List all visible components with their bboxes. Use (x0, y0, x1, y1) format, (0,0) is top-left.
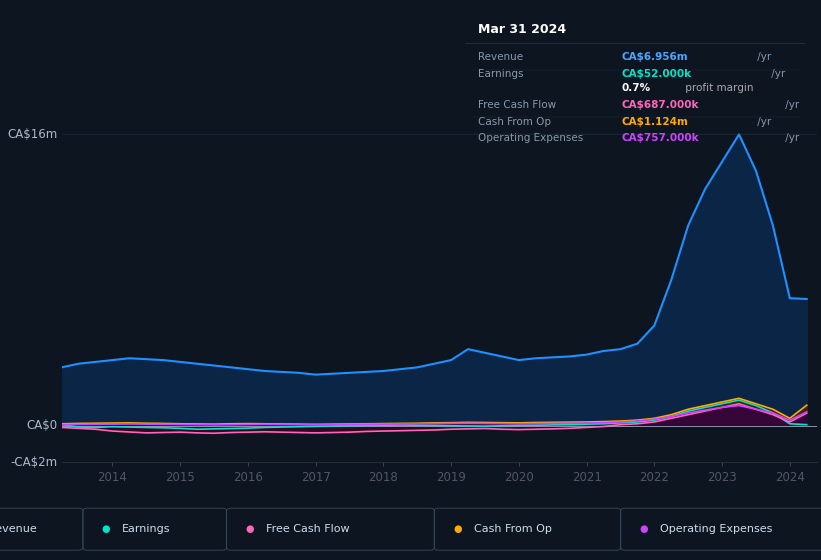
Text: Earnings: Earnings (122, 524, 171, 534)
Text: CA$687.000k: CA$687.000k (621, 100, 699, 110)
Text: CA$6.956m: CA$6.956m (621, 52, 688, 62)
Text: /yr: /yr (768, 69, 785, 79)
Text: CA$1.124m: CA$1.124m (621, 116, 688, 127)
Text: ●: ● (102, 524, 110, 534)
Text: ●: ● (245, 524, 254, 534)
Text: Earnings: Earnings (479, 69, 524, 79)
Text: CA$0: CA$0 (26, 419, 57, 432)
Text: profit margin: profit margin (682, 83, 754, 93)
Text: Operating Expenses: Operating Expenses (479, 133, 584, 143)
Text: Free Cash Flow: Free Cash Flow (266, 524, 350, 534)
Text: CA$16m: CA$16m (7, 128, 57, 141)
Text: Operating Expenses: Operating Expenses (660, 524, 773, 534)
Text: Revenue: Revenue (0, 524, 38, 534)
Text: ●: ● (453, 524, 461, 534)
Text: /yr: /yr (782, 133, 800, 143)
Text: /yr: /yr (754, 116, 771, 127)
Text: -CA$2m: -CA$2m (11, 455, 57, 469)
Text: /yr: /yr (754, 52, 771, 62)
Text: 0.7%: 0.7% (621, 83, 650, 93)
Text: CA$757.000k: CA$757.000k (621, 133, 699, 143)
Text: Free Cash Flow: Free Cash Flow (479, 100, 557, 110)
Text: CA$52.000k: CA$52.000k (621, 69, 691, 79)
Text: /yr: /yr (782, 100, 800, 110)
Text: Revenue: Revenue (479, 52, 524, 62)
Text: ●: ● (640, 524, 648, 534)
Text: Cash From Op: Cash From Op (474, 524, 552, 534)
Text: Cash From Op: Cash From Op (479, 116, 552, 127)
Text: Mar 31 2024: Mar 31 2024 (479, 22, 566, 36)
